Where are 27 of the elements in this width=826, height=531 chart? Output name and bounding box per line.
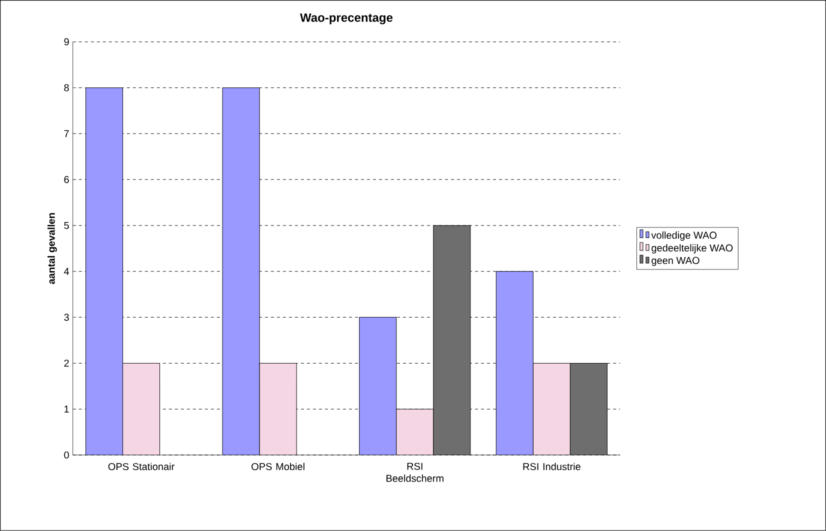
bar (86, 88, 123, 456)
y-tick-label: 5 (64, 222, 69, 230)
y-tick-label: 2 (64, 360, 69, 367)
bar (396, 409, 434, 456)
y-tick-label: 6 (64, 176, 69, 184)
y-tick-label: 8 (64, 84, 69, 92)
y-tick-label: 3 (64, 314, 69, 321)
bar (496, 271, 534, 456)
y-tick-label: 0 (64, 452, 69, 459)
x-tick-label: OPS Stationair (108, 462, 174, 470)
x-tick-label: RSI Beeldscherm (386, 462, 444, 482)
bar (222, 88, 260, 456)
y-tick-label: 1 (64, 406, 69, 413)
chart-title: Wao-precentage (300, 14, 393, 24)
x-tick-label: RSI Industrie (523, 462, 580, 470)
legend-label: geen WAO (652, 257, 700, 266)
bar (532, 363, 570, 456)
y-tick-label: 9 (64, 38, 69, 46)
y-tick-label: 7 (64, 130, 69, 138)
bar (122, 363, 160, 456)
y-tick-label: 4 (64, 268, 70, 275)
y-axis-title: aantal gevallen (48, 213, 57, 284)
bar (359, 317, 396, 456)
legend-label: gedeeltelijke WAO (652, 244, 733, 254)
bar (260, 363, 297, 456)
legend-label: volledige WAO (651, 231, 717, 241)
x-tick-label: OPS Mobiel (252, 462, 304, 470)
